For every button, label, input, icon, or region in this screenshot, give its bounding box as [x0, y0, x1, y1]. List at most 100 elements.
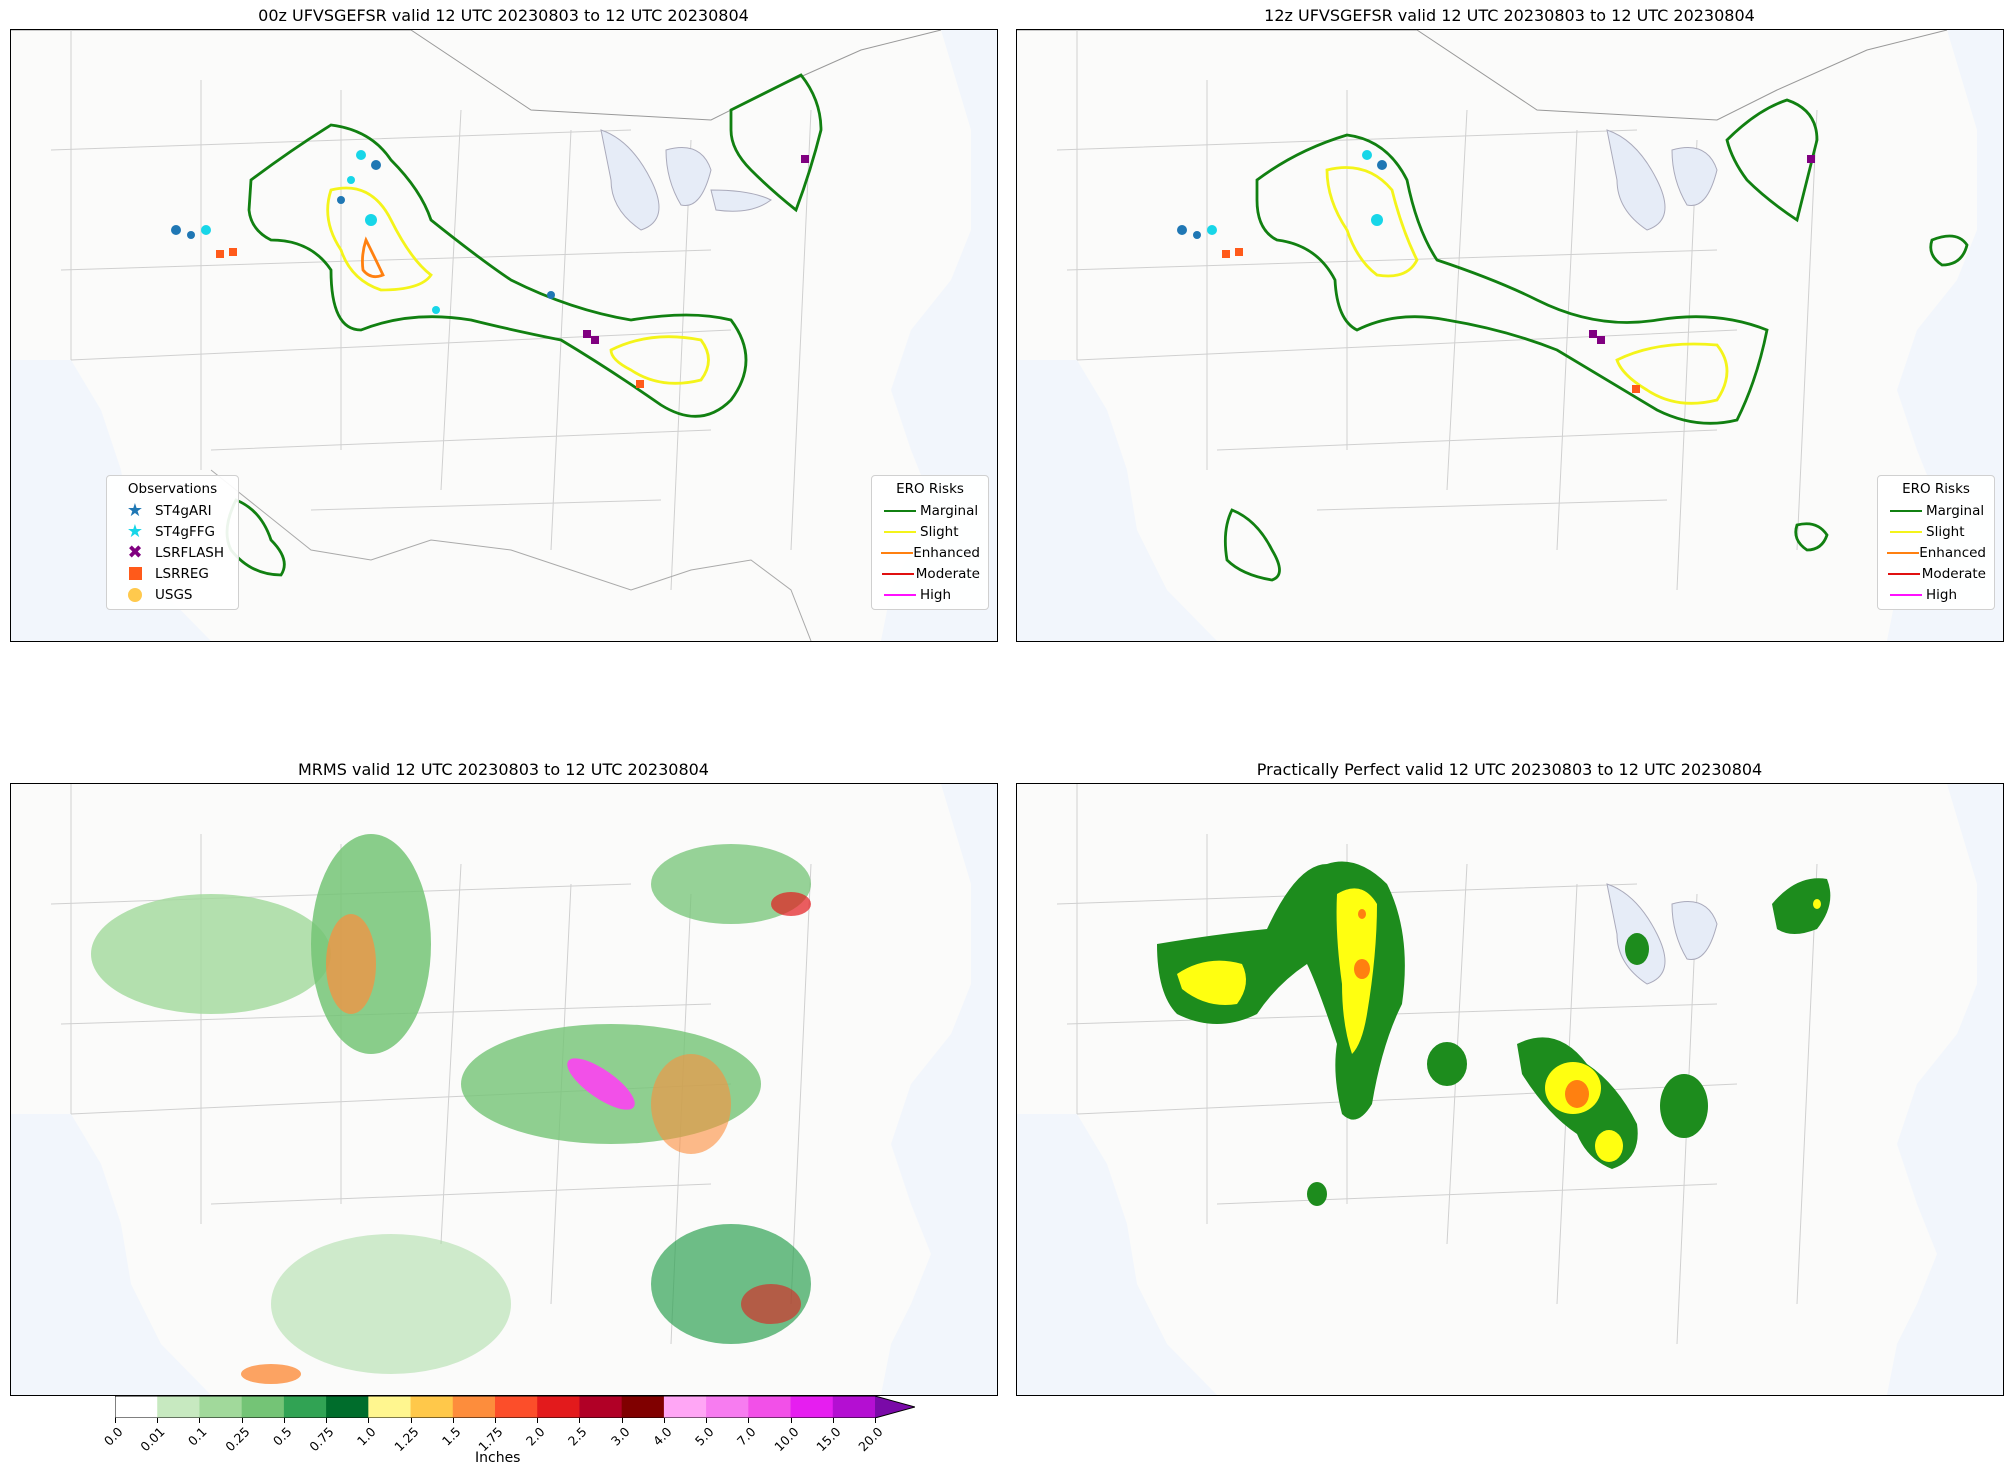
- ero-legend-title: ERO Risks: [1902, 481, 1970, 497]
- legend-row-marginal: Marginal: [1886, 500, 1986, 521]
- legend-row-moderate: Moderate: [880, 563, 980, 584]
- colorbar-tick-label: 0.01: [137, 1424, 168, 1455]
- legend-label: High: [1926, 586, 1958, 603]
- colorbar-bin: [621, 1396, 665, 1418]
- legend-row-lsrreg: LSRREG: [115, 563, 230, 584]
- colorbar-tick-label: 3.0: [607, 1424, 633, 1449]
- colorbar-tick-mark: [495, 1418, 496, 1423]
- colorbar-tick-mark: [115, 1418, 116, 1423]
- legend-row-enhanced: Enhanced: [880, 542, 980, 563]
- legend-row-usgs: USGS: [115, 584, 230, 605]
- legend-row-lsrflash: ✖ LSRFLASH: [115, 542, 230, 563]
- panel-4-title: Practically Perfect valid 12 UTC 2023080…: [1256, 760, 1763, 779]
- legend-row-st4gffg: ★ ST4gFFG: [115, 521, 230, 542]
- colorbar-bin: [241, 1396, 285, 1418]
- basemap: [1017, 30, 2003, 641]
- colorbar-tick-mark: [579, 1418, 581, 1423]
- colorbar-bin: [157, 1396, 200, 1418]
- panel-1-title: 00z UFVSGEFSR valid 12 UTC 20230803 to 1…: [258, 6, 749, 25]
- colorbar-bin: [748, 1396, 792, 1418]
- map-panel-00z-ero[interactable]: Observations ★ ST4gARI ★ ST4gFFG ✖ LSRFLASH…: [10, 29, 998, 642]
- colorbar-tick-mark: [410, 1418, 412, 1423]
- colorbar-label: Inches: [475, 1450, 521, 1466]
- colorbar-tick-mark: [790, 1418, 792, 1423]
- star-icon: ★: [126, 500, 144, 521]
- legend-label: ST4gARI: [155, 502, 212, 519]
- colorbar-bin: [368, 1396, 412, 1418]
- legend-label: ST4gFFG: [155, 523, 215, 540]
- legend-row-moderate: Moderate: [1886, 563, 1986, 584]
- map-panel-mrms[interactable]: [10, 783, 998, 1396]
- colorbar-bin: [199, 1396, 243, 1418]
- legend-label: Marginal: [1926, 502, 1985, 519]
- colorbar-tick-label: 1.25: [390, 1424, 422, 1455]
- ero-contours: [1223, 98, 1969, 582]
- colorbar-tick-label: 20.0: [855, 1424, 886, 1455]
- colorbar-bin: [452, 1396, 496, 1418]
- colorbar-svg: [114, 1395, 917, 1419]
- colorbar-bin: [283, 1396, 327, 1418]
- colorbar-outline: [114, 1395, 917, 1419]
- ero-risks-legend: ERO Risks Marginal Slight Enhanced Moder…: [1877, 475, 1995, 610]
- panel-2-title: 12z UFVSGEFSR valid 12 UTC 20230803 to 1…: [1264, 6, 1755, 25]
- observations-legend-title: Observations: [127, 481, 218, 497]
- colorbar-tick-label: 0.1: [185, 1424, 211, 1449]
- colorbar-tick-mark: [157, 1418, 159, 1423]
- colorbar-bin: [495, 1396, 538, 1418]
- legend-row-high: High: [880, 584, 980, 605]
- observation-markers: [1177, 150, 1815, 393]
- colorbar-tick-label: 0.75: [306, 1424, 337, 1455]
- legend-label: Moderate: [1921, 565, 1986, 582]
- legend-label: USGS: [155, 586, 193, 603]
- legend-row-marginal: Marginal: [880, 500, 980, 521]
- colorbar-bin: [579, 1396, 623, 1418]
- colorbar-tick-label: 1.5: [438, 1424, 464, 1449]
- legend-label: Slight: [1926, 523, 1965, 540]
- panel-3-title: MRMS valid 12 UTC 20230803 to 12 UTC 202…: [298, 760, 709, 779]
- colorbar-tick-mark: [326, 1418, 328, 1423]
- colorbar-tick-label: 4.0: [649, 1424, 675, 1449]
- colorbar-tick-mark: [621, 1418, 623, 1423]
- star-icon: ★: [126, 521, 144, 542]
- legend-label: Moderate: [915, 565, 980, 582]
- precip-colorbar: [114, 1395, 917, 1419]
- colorbar-bin: [410, 1396, 454, 1418]
- observation-markers: [171, 150, 809, 388]
- colorbar-tick-mark: [537, 1418, 539, 1423]
- legend-label: High: [920, 586, 952, 603]
- colorbar-tick-mark: [706, 1418, 708, 1423]
- colorbar-tick-mark: [875, 1418, 876, 1423]
- practically-perfect-field: [1157, 861, 1831, 1206]
- colorbar-bin: [832, 1396, 876, 1418]
- legend-row-high: High: [1886, 584, 1986, 605]
- colorbar-bin: [790, 1396, 834, 1418]
- colorbar-tick-label: 5.0: [692, 1424, 717, 1449]
- colorbar-extend-arrow: [875, 1396, 915, 1418]
- colorbar-tick-label: 15.0: [813, 1424, 844, 1455]
- legend-label: Enhanced: [1919, 544, 1986, 561]
- precip-field: [91, 834, 811, 1384]
- x-icon: ✖: [127, 542, 143, 563]
- colorbar-tick-label: 7.0: [734, 1424, 759, 1449]
- colorbar-tick-label: 0.5: [269, 1424, 295, 1449]
- legend-label: Slight: [920, 523, 959, 540]
- ero-legend-title: ERO Risks: [896, 481, 964, 497]
- colorbar-tick-mark: [452, 1418, 454, 1423]
- ero-risks-legend: ERO Risks Marginal Slight Enhanced Moder…: [871, 475, 989, 610]
- colorbar-tick-label: 10.0: [770, 1424, 802, 1455]
- colorbar-tick-label: 2.5: [565, 1424, 591, 1449]
- colorbar-tick-mark: [199, 1418, 201, 1423]
- colorbar-bin: [326, 1396, 369, 1418]
- colorbar-bin: [115, 1396, 158, 1418]
- colorbar-tick-mark: [283, 1418, 285, 1423]
- legend-row-slight: Slight: [1886, 521, 1986, 542]
- map-panel-practically-perfect[interactable]: [1016, 783, 2004, 1396]
- colorbar-tick-label: 0.0: [100, 1424, 126, 1449]
- colorbar-tick-mark: [832, 1418, 834, 1423]
- colorbar-bin: [663, 1396, 707, 1418]
- legend-row-slight: Slight: [880, 521, 980, 542]
- map-panel-12z-ero[interactable]: ERO Risks Marginal Slight Enhanced Moder…: [1016, 29, 2004, 642]
- legend-label: LSRFLASH: [155, 544, 225, 561]
- colorbar-tick-mark: [663, 1418, 665, 1423]
- colorbar-tick-mark: [241, 1418, 243, 1423]
